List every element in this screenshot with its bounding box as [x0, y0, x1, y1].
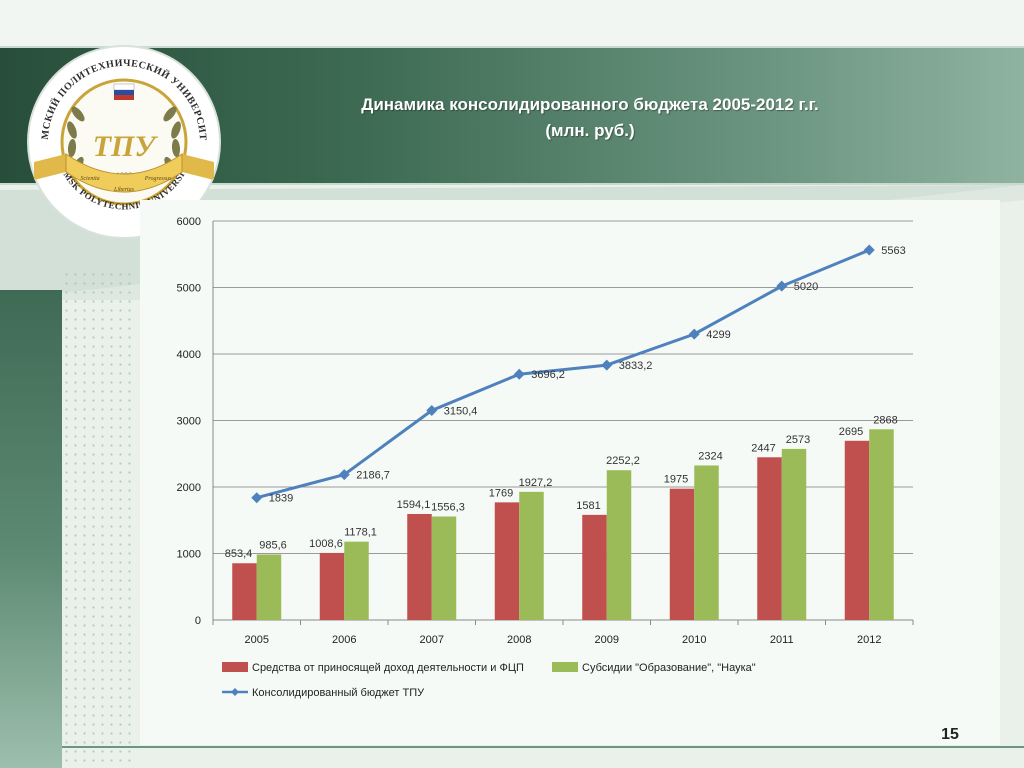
data-label-income: 2695	[839, 426, 863, 438]
budget-point	[251, 492, 263, 504]
logo-ribbon-right: Progressus	[144, 176, 172, 182]
bar-income	[232, 563, 257, 620]
data-label-budget: 3150,4	[444, 405, 478, 417]
data-label-budget: 1839	[269, 493, 293, 505]
bar-subsidy	[519, 491, 544, 620]
legend-label-income: Средства от приносящей доход деятельност…	[252, 662, 524, 674]
x-tick-label: 2012	[857, 634, 881, 646]
bar-subsidy	[256, 554, 282, 620]
bar-subsidy	[431, 516, 457, 620]
data-label-income: 1008,6	[309, 538, 343, 550]
bar-subsidy	[344, 541, 369, 620]
budget-point	[863, 244, 875, 256]
x-tick-label: 2005	[245, 634, 269, 646]
header-top-divider	[0, 46, 1024, 49]
logo-ribbon-left: Scientia	[80, 176, 99, 182]
footer-divider	[62, 746, 1024, 748]
data-label-subsidy: 2324	[698, 450, 722, 462]
bar-income	[669, 488, 695, 620]
header-bottom-divider	[0, 183, 1024, 185]
data-label-income: 2447	[751, 442, 775, 454]
data-label-budget: 5563	[881, 245, 905, 257]
logo-monogram: ТПУ	[93, 130, 159, 163]
y-tick-label: 2000	[177, 482, 201, 494]
budget-point	[338, 469, 350, 481]
data-label-subsidy: 2868	[873, 414, 897, 426]
x-tick-label: 2008	[507, 634, 531, 646]
bar-subsidy	[694, 465, 719, 620]
x-tick-label: 2006	[332, 634, 356, 646]
bar-income	[844, 440, 870, 620]
data-label-subsidy: 1556,3	[431, 502, 465, 514]
bar-layer	[232, 429, 894, 620]
data-label-budget: 3696,2	[531, 369, 565, 381]
left-accent-strip	[0, 290, 62, 768]
legend-marker-budget	[231, 688, 239, 696]
budget-point	[688, 328, 700, 340]
bar-subsidy	[781, 448, 807, 620]
data-label-subsidy: 1927,2	[519, 477, 553, 489]
bar-income	[407, 513, 432, 620]
legend-swatch-income	[222, 662, 248, 672]
logo-ribbon-center: Libertas	[113, 187, 135, 193]
line-layer	[251, 244, 875, 504]
y-tick-label: 6000	[177, 216, 201, 228]
y-tick-label: 5000	[177, 283, 201, 295]
legend-layer: Средства от приносящей доход деятельност…	[222, 662, 756, 699]
bar-income	[494, 502, 520, 620]
data-label-budget: 3833,2	[619, 360, 653, 372]
x-tick-label: 2007	[420, 634, 444, 646]
data-label-income: 1594,1	[397, 499, 431, 511]
bar-income	[319, 552, 345, 620]
legend-label-budget: Консолидированный бюджет ТПУ	[252, 687, 425, 699]
data-label-subsidy: 2252,2	[606, 455, 640, 467]
slide-title: Динамика консолидированного бюджета 2005…	[300, 92, 880, 144]
budget-point	[601, 359, 613, 371]
data-label-income: 853,4	[225, 548, 253, 560]
budget-point	[776, 280, 788, 292]
data-label-income: 1769	[489, 487, 513, 499]
slide-title-line-2: (млн. руб.)	[545, 121, 635, 140]
x-tick-label: 2010	[682, 634, 706, 646]
data-label-subsidy: 2573	[786, 434, 810, 446]
data-label-subsidy: 1178,1	[344, 527, 377, 539]
data-label-budget: 5020	[794, 281, 818, 293]
dot-pattern	[62, 270, 132, 768]
bar-subsidy	[869, 429, 894, 620]
y-tick-label: 0	[195, 615, 201, 627]
ribbon-icon	[34, 153, 214, 193]
budget-point	[426, 404, 438, 416]
data-label-income: 1581	[576, 500, 600, 512]
bar-subsidy	[606, 470, 632, 620]
data-label-budget: 4299	[706, 329, 730, 341]
data-label-budget: 2186,7	[356, 470, 390, 482]
budget-line	[256, 248, 870, 500]
y-tick-label: 1000	[177, 549, 201, 561]
data-label-income: 1975	[664, 474, 688, 486]
x-tick-label: 2011	[770, 634, 794, 646]
page-number: 15	[941, 726, 959, 743]
y-tick-label: 4000	[177, 349, 201, 361]
bar-income	[582, 514, 607, 620]
label-layer: 853,4 1008,6 1594,1 1769 1581 1975 2447 2695 985…	[225, 245, 906, 560]
data-label-subsidy: 985,6	[259, 539, 287, 551]
bar-income	[757, 457, 782, 620]
budget-point	[513, 368, 525, 380]
legend-label-subsidy: Субсидии "Образование", "Наука"	[582, 662, 756, 674]
crest-icon	[113, 83, 135, 100]
x-tick-label: 2009	[595, 634, 619, 646]
slide-title-line-1: Динамика консолидированного бюджета 2005…	[361, 95, 819, 114]
legend-swatch-subsidy	[552, 662, 578, 672]
y-tick-label: 3000	[177, 416, 201, 428]
